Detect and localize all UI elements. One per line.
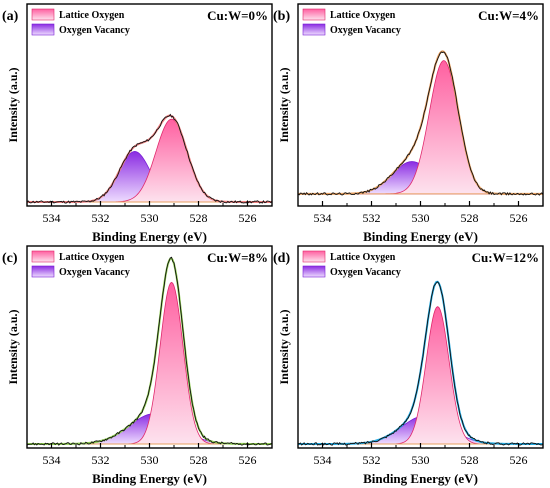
legend-swatch-vacancy <box>302 23 326 36</box>
legend-swatch-lattice <box>302 250 326 263</box>
x-tick-label-530: 530 <box>141 211 159 225</box>
legend-swatch-lattice <box>31 8 55 21</box>
x-tick-label-532: 532 <box>363 211 381 225</box>
x-axis-title: Binding Energy (eV) <box>363 229 478 244</box>
x-tick-label-532: 532 <box>92 211 110 225</box>
raw-data-line <box>27 113 272 204</box>
panel-tag: (b) <box>273 9 290 24</box>
x-tick-label-532: 532 <box>92 453 110 467</box>
legend-label-vacancy: Oxygen Vacancy <box>59 267 130 278</box>
x-tick-label-526: 526 <box>510 453 528 467</box>
plot-area <box>27 113 272 204</box>
x-tick-label-530: 530 <box>141 453 159 467</box>
panel-tag: (d) <box>273 251 290 266</box>
x-tick-label-528: 528 <box>461 453 479 467</box>
plot-area <box>298 50 543 196</box>
legend-label-lattice: Lattice Oxygen <box>59 252 125 263</box>
x-axis-title: Binding Energy (eV) <box>92 229 207 244</box>
legend-label-lattice: Lattice Oxygen <box>330 252 396 263</box>
legend-swatch-lattice <box>31 250 55 263</box>
x-tick-label-530: 530 <box>412 211 430 225</box>
x-tick-label-528: 528 <box>190 211 208 225</box>
x-tick-label-532: 532 <box>363 453 381 467</box>
x-tick-label-534: 534 <box>314 453 332 467</box>
raw-data-line <box>298 51 543 196</box>
x-tick-label-534: 534 <box>43 211 61 225</box>
lattice-peak-area <box>27 118 272 203</box>
legend-label-lattice: Lattice Oxygen <box>59 10 125 21</box>
ratio-label: Cu:W=0% <box>207 8 268 23</box>
y-axis-title: Intensity (a.u.) <box>6 309 20 384</box>
legend-label-vacancy: Oxygen Vacancy <box>59 25 130 36</box>
x-tick-label-530: 530 <box>412 453 430 467</box>
x-tick-label-526: 526 <box>239 211 257 225</box>
y-axis-title: Intensity (a.u.) <box>6 67 20 142</box>
x-tick-label-528: 528 <box>461 211 479 225</box>
plot-area <box>298 280 543 446</box>
x-tick-label-534: 534 <box>314 211 332 225</box>
x-axis-title: Binding Energy (eV) <box>363 471 478 486</box>
legend-label-vacancy: Oxygen Vacancy <box>330 267 401 278</box>
x-axis-title: Binding Energy (eV) <box>92 471 207 486</box>
plot-area <box>27 256 272 446</box>
y-axis-title: Intensity (a.u.) <box>277 309 291 384</box>
ratio-label: Cu:W=8% <box>207 250 268 265</box>
panel-tag: (c) <box>2 251 18 266</box>
x-tick-label-526: 526 <box>510 211 528 225</box>
x-tick-label-526: 526 <box>239 453 257 467</box>
panels-root: 534 532 530 528 526 Binding Energy (eV) Intens… <box>2 3 544 486</box>
chart-panel-1: 534 532 530 528 526 Binding Energy (eV) Intens… <box>2 3 273 244</box>
legend-swatch-lattice <box>302 8 326 21</box>
chart-panel-3: 534 532 530 528 526 Binding Energy (eV) Intens… <box>2 245 273 486</box>
raw-data-line <box>27 256 272 446</box>
legend-label-vacancy: Oxygen Vacancy <box>330 25 401 36</box>
x-tick-label-528: 528 <box>190 453 208 467</box>
chart-panel-2: 534 532 530 528 526 Binding Energy (eV) Intens… <box>273 3 544 244</box>
ratio-label: Cu:W=4% <box>478 8 539 23</box>
legend-label-lattice: Lattice Oxygen <box>330 10 396 21</box>
legend-swatch-vacancy <box>31 23 55 36</box>
panel-tag: (a) <box>2 9 19 24</box>
legend-swatch-vacancy <box>31 265 55 278</box>
chart-panel-4: 534 532 530 528 526 Binding Energy (eV) Intens… <box>273 245 544 486</box>
x-tick-label-534: 534 <box>43 453 61 467</box>
y-axis-title: Intensity (a.u.) <box>277 67 291 142</box>
legend-swatch-vacancy <box>302 265 326 278</box>
raw-data-line <box>298 281 543 446</box>
lattice-peak-area <box>27 281 272 445</box>
ratio-label: Cu:W=12% <box>472 250 539 265</box>
